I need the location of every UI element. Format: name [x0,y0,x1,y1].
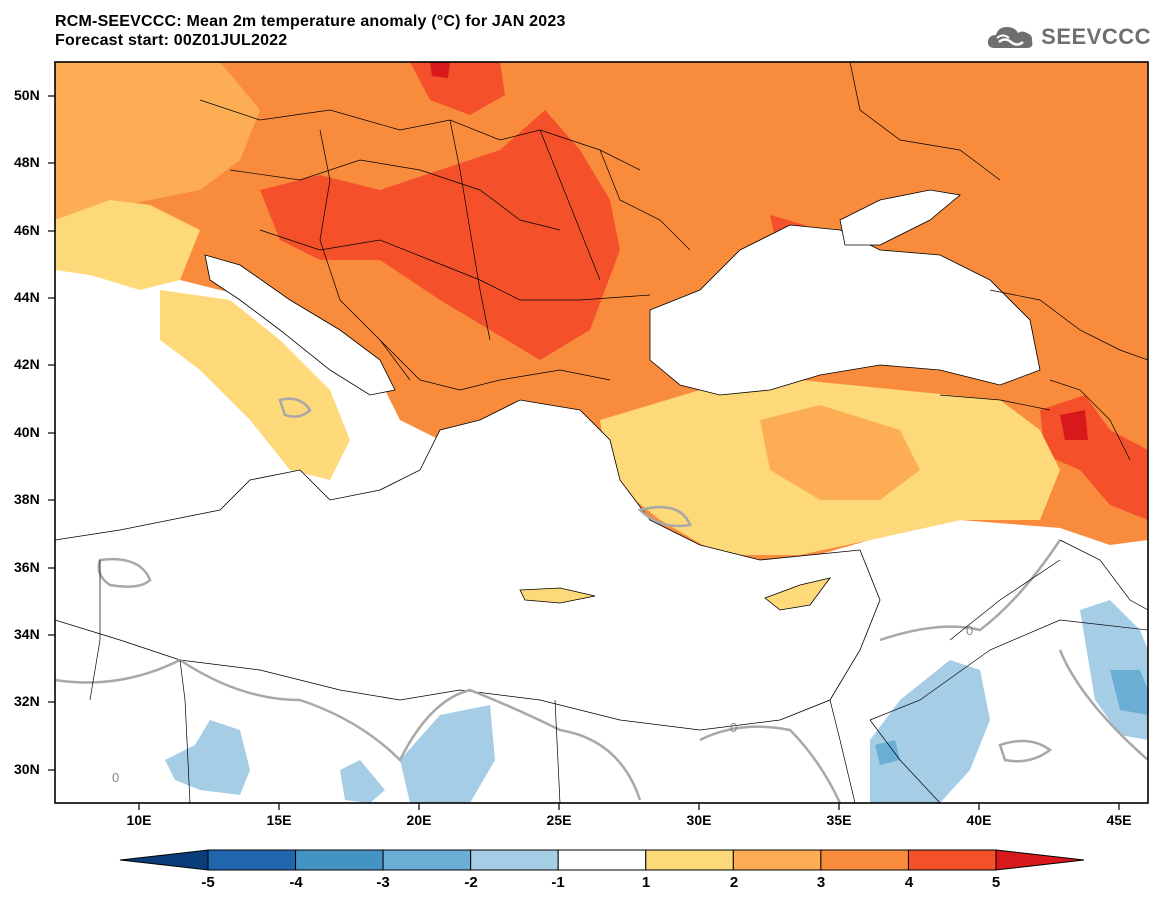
lat-label: 40N [14,424,40,440]
lat-label: 50N [14,87,40,103]
lat-label: 46N [14,222,40,238]
anomaly-band-1-west [55,200,200,290]
contour-label: 0 [730,720,737,735]
anomaly-neg-1-tunisia [165,720,250,795]
lon-label: 10E [126,812,152,828]
colorbar-label: -2 [464,874,478,891]
lat-label: 44N [14,289,40,305]
anomaly-neg-2-iraq [1110,670,1148,715]
anomaly-neg-1-libya [400,705,495,803]
lon-label: 45E [1106,812,1132,828]
anomaly-core-balkans [260,110,620,360]
colorbar-label: 4 [904,874,914,891]
lon-label: 40E [966,812,992,828]
map-title: RCM-SEEVCCC: Mean 2m temperature anomaly… [55,12,566,50]
anomaly-neg-2-jordan [875,740,900,765]
title-line-1: RCM-SEEVCCC: Mean 2m temperature anomaly… [55,13,566,30]
contour-label: 0 [966,623,973,638]
cyprus [764,577,831,611]
lat-label: 48N [14,154,40,170]
anomaly-band-2-west [55,62,260,220]
country-borders [89,62,1148,803]
adriatic-sea [204,254,396,396]
contour-label: 0 [112,770,119,785]
anomaly-band-3-anatolia [760,405,920,500]
anomaly-peak-poland [430,62,450,78]
anomaly-band-1-italy [160,290,350,480]
lat-label: 38N [14,491,40,507]
mediterranean-sea [55,399,881,731]
colorbar-label: 5 [991,874,1001,891]
black-sea [649,224,1041,396]
lat-label: 32N [14,693,40,709]
crete [519,587,596,604]
lon-label: 15E [266,812,292,828]
cloud-icon [988,27,1033,48]
lat-label: 36N [14,559,40,575]
colorbar-label: 2 [729,874,739,891]
lat-label: 30N [14,761,40,777]
anomaly-neg-1-arabia [870,660,990,803]
colorbar-label: -4 [289,874,303,891]
colorbar-label: -5 [201,874,215,891]
colorbar-label: -1 [551,874,565,891]
colorbar-label: 3 [816,874,826,891]
lon-label: 25E [546,812,572,828]
anomaly-peak-caucasus [1060,410,1088,440]
lon-label: 35E [826,812,852,828]
lat-label: 42N [14,356,40,372]
lon-label: 30E [686,812,712,828]
colorbar-label: 1 [641,874,651,891]
logo-text: SEEVCCC [1041,24,1151,49]
title-line-2: Forecast start: 00Z01JUL2022 [55,32,288,49]
axis-ticks [48,95,1120,810]
lat-label: 34N [14,626,40,642]
colorbar-label: -3 [376,874,390,891]
lon-label: 20E [406,812,432,828]
anomaly-neg-1-egypt [340,760,385,803]
azov-sea [839,189,961,246]
seevccc-logo: SEEVCCC [985,22,1151,52]
